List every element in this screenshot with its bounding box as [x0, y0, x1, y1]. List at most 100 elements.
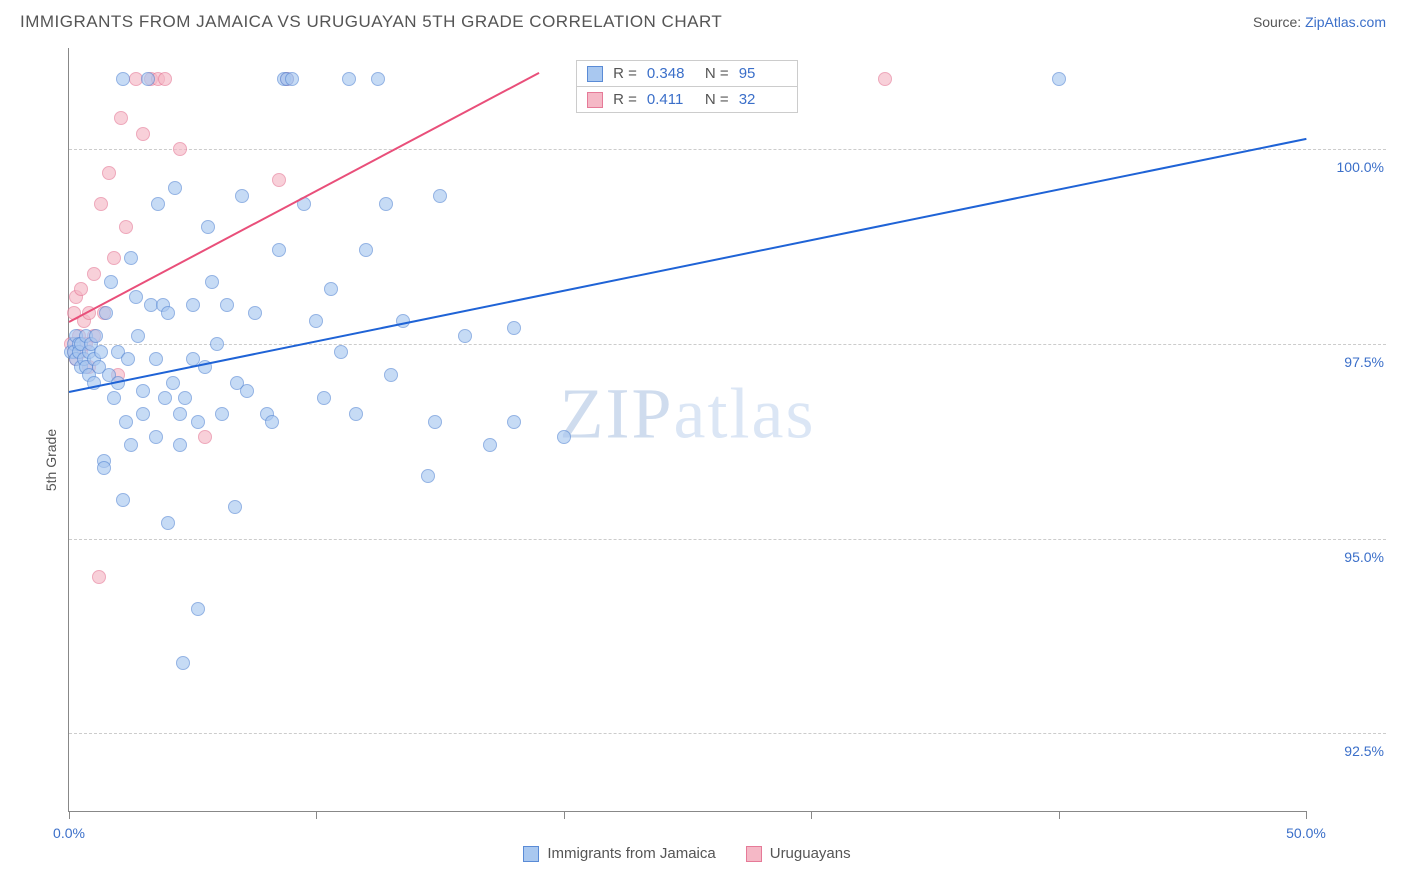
data-point — [433, 189, 447, 203]
x-tick — [69, 811, 70, 819]
chart-source: Source: ZipAtlas.com — [1253, 14, 1386, 30]
data-point — [151, 197, 165, 211]
data-point — [220, 298, 234, 312]
data-point — [173, 438, 187, 452]
data-point — [114, 111, 128, 125]
data-point — [342, 72, 356, 86]
n-value: 95 — [739, 65, 787, 82]
series-legend: Immigrants from Jamaica Uruguayans — [68, 845, 1306, 862]
x-tick — [1306, 811, 1307, 819]
data-point — [158, 391, 172, 405]
gridline-h — [69, 149, 1386, 150]
data-point — [173, 142, 187, 156]
legend-item: Immigrants from Jamaica — [523, 845, 715, 862]
series-swatch — [587, 66, 603, 82]
watermark-zip: ZIP — [560, 374, 674, 454]
data-point — [136, 384, 150, 398]
data-point — [92, 570, 106, 584]
data-point — [421, 469, 435, 483]
r-label: R = — [613, 65, 637, 82]
data-point — [201, 220, 215, 234]
source-link[interactable]: ZipAtlas.com — [1305, 14, 1386, 30]
legend-swatch — [523, 846, 539, 862]
data-point — [136, 407, 150, 421]
data-point — [124, 251, 138, 265]
data-point — [285, 72, 299, 86]
data-point — [186, 298, 200, 312]
gridline-h — [69, 344, 1386, 345]
y-tick-label: 95.0% — [1314, 549, 1384, 565]
data-point — [107, 391, 121, 405]
legend-swatch — [746, 846, 762, 862]
data-point — [191, 415, 205, 429]
chart-title: IMMIGRANTS FROM JAMAICA VS URUGUAYAN 5TH… — [20, 12, 722, 32]
x-tick — [1059, 811, 1060, 819]
trend-line — [69, 138, 1306, 393]
data-point — [178, 391, 192, 405]
gridline-h — [69, 733, 1386, 734]
trend-line — [69, 71, 540, 322]
data-point — [168, 181, 182, 195]
y-tick-label: 92.5% — [1314, 743, 1384, 759]
source-prefix: Source: — [1253, 14, 1305, 30]
data-point — [116, 493, 130, 507]
data-point — [116, 72, 130, 86]
legend-label: Immigrants from Jamaica — [547, 845, 715, 862]
data-point — [507, 321, 521, 335]
data-point — [1052, 72, 1066, 86]
data-point — [158, 72, 172, 86]
data-point — [161, 306, 175, 320]
data-point — [349, 407, 363, 421]
x-tick — [316, 811, 317, 819]
data-point — [129, 290, 143, 304]
data-point — [205, 275, 219, 289]
watermark: ZIPatlas — [560, 373, 816, 456]
data-point — [161, 516, 175, 530]
data-point — [141, 72, 155, 86]
data-point — [149, 430, 163, 444]
x-tick — [811, 811, 812, 819]
stats-row: R =0.411N =32 — [577, 86, 797, 112]
data-point — [428, 415, 442, 429]
data-point — [359, 243, 373, 257]
data-point — [215, 407, 229, 421]
data-point — [89, 329, 103, 343]
data-point — [309, 314, 323, 328]
gridline-h — [69, 539, 1386, 540]
data-point — [198, 430, 212, 444]
data-point — [191, 602, 205, 616]
data-point — [265, 415, 279, 429]
r-label: R = — [613, 91, 637, 108]
data-point — [557, 430, 571, 444]
data-point — [324, 282, 338, 296]
data-point — [334, 345, 348, 359]
y-tick-label: 97.5% — [1314, 354, 1384, 370]
data-point — [173, 407, 187, 421]
data-point — [74, 282, 88, 296]
y-tick-label: 100.0% — [1314, 159, 1384, 175]
data-point — [97, 461, 111, 475]
r-value: 0.411 — [647, 91, 695, 108]
data-point — [240, 384, 254, 398]
data-point — [458, 329, 472, 343]
data-point — [371, 72, 385, 86]
data-point — [124, 438, 138, 452]
data-point — [272, 243, 286, 257]
data-point — [87, 267, 101, 281]
data-point — [507, 415, 521, 429]
data-point — [272, 173, 286, 187]
data-point — [228, 500, 242, 514]
chart-header: IMMIGRANTS FROM JAMAICA VS URUGUAYAN 5TH… — [0, 0, 1406, 40]
legend-item: Uruguayans — [746, 845, 851, 862]
data-point — [149, 352, 163, 366]
x-tick — [564, 811, 565, 819]
n-label: N = — [705, 65, 729, 82]
watermark-atlas: atlas — [674, 374, 816, 454]
data-point — [317, 391, 331, 405]
x-tick-label: 0.0% — [53, 825, 85, 841]
data-point — [878, 72, 892, 86]
plot-area: ZIPatlas R =0.348N =95R =0.411N =32 92.5… — [68, 48, 1306, 812]
data-point — [99, 306, 113, 320]
y-axis-label: 5th Grade — [43, 429, 59, 491]
data-point — [384, 368, 398, 382]
